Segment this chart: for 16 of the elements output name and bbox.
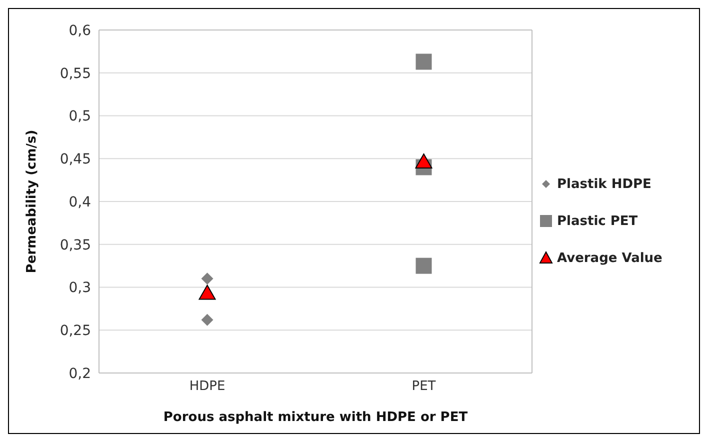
y-tick-label: 0,55 xyxy=(60,66,91,82)
y-tick-label: 0,6 xyxy=(68,22,92,39)
x-tick-label: PET xyxy=(412,379,436,394)
legend-label: Average Value xyxy=(557,250,662,266)
y-tick-label: 0,5 xyxy=(68,108,91,125)
y-tick-label: 0,25 xyxy=(60,323,91,340)
legend-label: Plastic PET xyxy=(557,214,638,228)
y-tick-label: 0,3 xyxy=(68,280,91,296)
y-tick-label: 0,35 xyxy=(60,237,91,254)
x-axis-title: Porous asphalt mixture with HDPE or PET xyxy=(163,410,468,425)
x-tick-label: HDPE xyxy=(189,379,226,394)
y-tick-label: 0,45 xyxy=(60,152,91,168)
y-axis-title: Permeability (cm/s) xyxy=(24,130,40,274)
y-tick-label: 0,4 xyxy=(68,194,92,210)
legend-label: Plastik HDPE xyxy=(557,176,652,192)
y-tick-label: 0,2 xyxy=(68,366,91,382)
